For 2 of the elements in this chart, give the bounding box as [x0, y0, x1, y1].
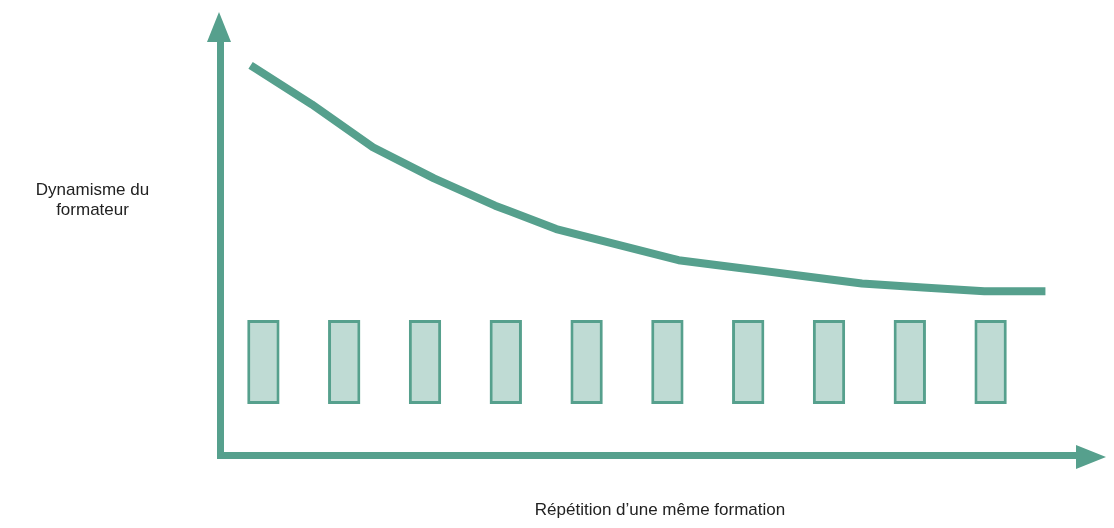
- y-axis-title: Dynamisme du formateur: [34, 180, 151, 220]
- x-axis-title: Répétition d’une même formation: [533, 500, 787, 520]
